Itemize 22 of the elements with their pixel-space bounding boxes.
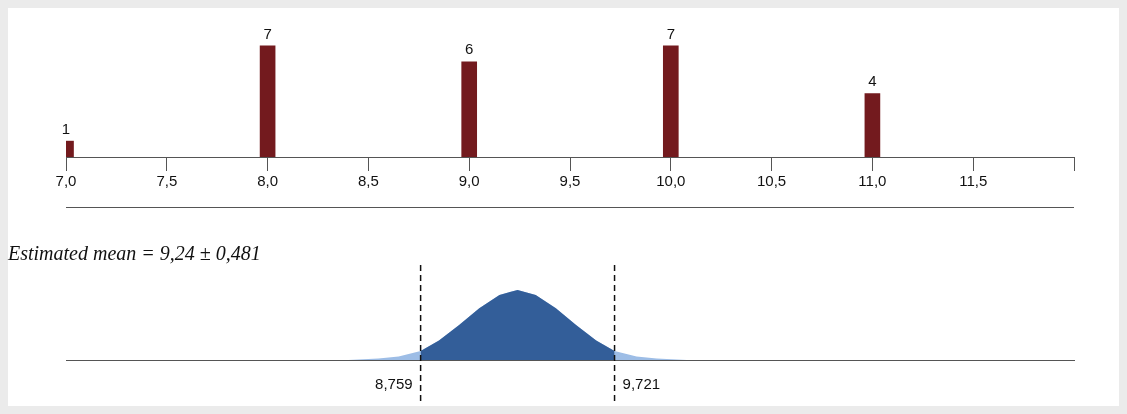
bar [864,93,881,157]
bar [662,45,679,157]
x-tick-label: 9,0 [458,172,480,190]
x-tick-label: 8,5 [357,172,379,190]
x-tick-label: 10,5 [757,172,787,190]
x-tick-label: 11,5 [959,172,988,190]
x-tick-label: 11,0 [858,172,887,190]
ref-line-label: 8,759 [375,375,413,393]
bar [461,61,478,157]
x-tick-label: 9,5 [559,172,581,190]
data-label: 4 [868,72,877,90]
bar [259,45,276,157]
ref-line-label: 9,721 [622,375,661,393]
data-label: 7 [666,24,675,42]
x-tick-label: 10,0 [656,172,686,190]
x-tick-label: 8,0 [257,172,279,190]
data-label: 1 [61,119,71,137]
x-tick-label: 7,0 [55,172,77,190]
chart-title: Estimated mean = 9,24 ± 0,481 [8,242,261,265]
data-label: 6 [465,40,474,58]
data-label: 7 [263,24,272,42]
x-tick-label: 7,5 [156,172,178,190]
